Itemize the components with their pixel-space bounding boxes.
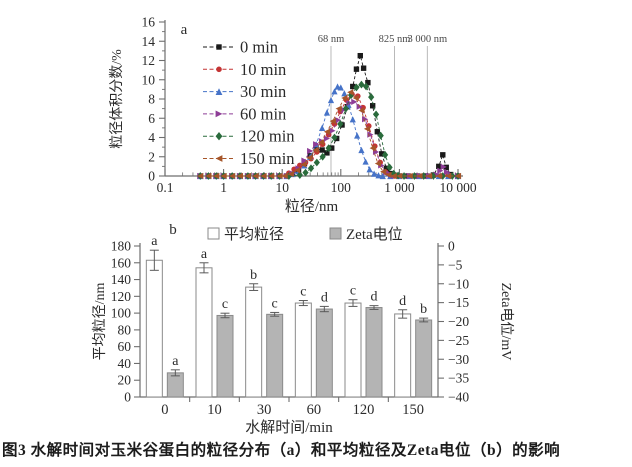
y-tick-label: 2 [148, 149, 155, 164]
bar [394, 313, 412, 398]
significance-letter: a [201, 247, 208, 262]
right-tick-label: −35 [448, 371, 469, 386]
category-label: 120 [353, 402, 375, 418]
reference-line-label: 68 nm [318, 34, 345, 45]
reference-line-label: 825 nm [379, 34, 411, 45]
bar-series: ac c d db [166, 290, 433, 398]
bar [344, 302, 362, 398]
significance-letter: b [420, 302, 427, 317]
x-axis-title: 粒径/nm [285, 198, 339, 215]
category-label: 60 [307, 402, 322, 418]
category-label: 0 [161, 402, 168, 418]
series-line [200, 101, 459, 177]
right-tick-label: −5 [448, 257, 463, 272]
category-label: 10 [207, 402, 222, 418]
left-tick-label: 120 [111, 289, 132, 304]
y-axis-title: 粒径体积分数/% [109, 49, 125, 149]
bar [266, 313, 284, 398]
figure-caption: 图3 水解时间对玉米谷蛋白的粒径分布（a）和平均粒径及Zeta电位（b）的影响 [2, 442, 561, 459]
right-tick-label: 0 [448, 239, 455, 254]
significance-letter: d [399, 294, 406, 309]
legend-a-label: 120 min [240, 127, 295, 146]
series-markers [197, 52, 461, 179]
reference-line-label: 3 000 nm [408, 34, 448, 45]
series-line [200, 53, 459, 177]
bar [195, 267, 213, 398]
y-tick-label: 10 [142, 72, 156, 87]
left-axis-title: 平均粒径/nm [92, 283, 108, 361]
bar [294, 302, 312, 398]
left-tick-label: 0 [124, 390, 131, 405]
filled-swatch-icon [329, 227, 342, 240]
x-tick-label: 1 000 [384, 180, 415, 195]
category-label: 150 [402, 402, 424, 418]
plot-a: 68 nm 825 nm3 000 nm 0 2 4 6 8 10 12 14 16 0.1 1 10 10… [109, 15, 477, 216]
x-tick-label: 0.1 [157, 180, 174, 195]
x-tick-label: 100 [331, 180, 352, 195]
significance-letter: d [371, 290, 378, 305]
series-markers [197, 98, 462, 180]
significance-letter: c [350, 284, 356, 299]
right-tick-label: −40 [448, 390, 469, 405]
category-label: 30 [257, 402, 272, 418]
significance-letter: a [172, 354, 179, 369]
bar [145, 259, 163, 398]
legend-a: 0 min 10 min 30 min 60 min 120 min 150 min [203, 38, 295, 168]
x-tick-label: 10 000 [439, 180, 476, 195]
y-tick-label: 14 [142, 34, 156, 49]
left-tick-label: 80 [118, 322, 132, 337]
bar [415, 319, 433, 398]
legend-a-label: 0 min [240, 38, 278, 57]
y-tick-label: 4 [148, 130, 155, 145]
bar [166, 372, 184, 398]
right-tick-label: −10 [448, 276, 469, 291]
right-tick-label: −15 [448, 295, 469, 310]
significance-letter: c [222, 297, 228, 312]
left-tick-label: 140 [111, 272, 132, 287]
series-markers [197, 89, 462, 180]
open-swatch-icon [207, 227, 220, 240]
y-tick-label: 8 [148, 92, 155, 107]
legend-a-label: 10 min [240, 60, 286, 79]
right-axis-title: Zeta电位/mV [498, 283, 514, 361]
y-tick-label: 6 [148, 111, 155, 126]
legend-b: 平均粒径 Zeta电位 [207, 226, 403, 243]
x-axis-title: 水解时间/min [245, 419, 333, 436]
x-tick-label: 10 [275, 180, 289, 195]
right-tick-label: −25 [448, 333, 469, 348]
significance-letter: c [300, 285, 306, 300]
significance-letter: c [272, 296, 278, 311]
left-tick-label: 20 [118, 373, 132, 388]
bar [315, 308, 333, 398]
left-tick-label: 180 [111, 239, 132, 254]
left-tick-label: 160 [111, 255, 132, 270]
y-tick-label: 16 [142, 15, 156, 30]
legend-a-label: 150 min [240, 149, 295, 168]
right-tick-label: −30 [448, 352, 469, 367]
bar [245, 286, 263, 398]
panel-label-a: a [181, 22, 188, 38]
significance-letter: b [250, 268, 257, 283]
right-tick-label: −20 [448, 314, 469, 329]
bar [365, 307, 383, 398]
legend-b-label: 平均粒径 [224, 226, 284, 243]
y-tick-label: 0 [148, 169, 155, 184]
legend-a-label: 60 min [240, 104, 286, 123]
left-tick-label: 60 [118, 339, 132, 354]
x-tick-label: 1 [220, 180, 227, 195]
significance-letter: d [321, 290, 328, 305]
particle-size-distribution-chart: 68 nm 825 nm3 000 nm 0 2 4 6 8 10 12 14 16 0.1 1 10 10… [109, 15, 477, 216]
legend-b-label: Zeta电位 [346, 226, 403, 243]
panel-label-b: b [169, 222, 177, 238]
left-tick-label: 100 [111, 306, 132, 321]
significance-letter: a [151, 234, 158, 249]
bar [216, 314, 234, 398]
legend-a-label: 30 min [240, 82, 286, 101]
left-tick-label: 40 [118, 356, 132, 371]
y-tick-label: 12 [142, 53, 156, 68]
